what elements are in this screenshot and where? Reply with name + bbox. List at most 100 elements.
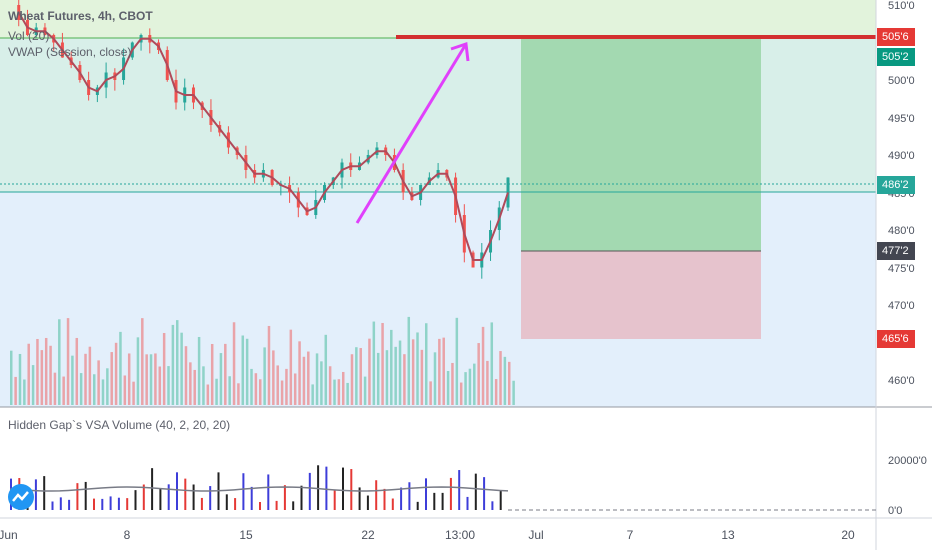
volume-bar <box>468 368 472 405</box>
time-tick: 7 <box>626 528 634 542</box>
volume-bar <box>477 343 480 405</box>
vsa-bar <box>358 487 361 510</box>
volume-bar <box>219 353 223 405</box>
volume-bar <box>154 353 157 405</box>
volume-bar <box>272 350 275 405</box>
vsa-bar <box>483 477 486 510</box>
volume-bar <box>411 339 415 405</box>
vsa-bar <box>234 498 237 510</box>
vsa-bar <box>259 501 261 510</box>
price-tick: 495'0 <box>888 113 915 125</box>
vsa-bar <box>317 465 320 510</box>
volume-bar <box>167 366 170 405</box>
vsa-bar <box>225 494 228 510</box>
indicator-legend[interactable]: Hidden Gap`s VSA Volume (40, 2, 20, 20) <box>8 418 231 432</box>
volume-bar <box>23 379 26 405</box>
volume-bar <box>416 332 419 405</box>
vsa-bar <box>192 484 195 510</box>
price-tick: 470'0 <box>888 300 915 312</box>
vsa-bar <box>466 496 469 510</box>
time-tick: Jun <box>0 528 18 542</box>
time-tick: 13 <box>721 528 735 542</box>
vsa-bar <box>101 498 104 510</box>
vsa-bar <box>151 468 154 510</box>
volume-bar <box>486 360 489 405</box>
trend-arrow[interactable] <box>355 43 468 224</box>
volume-bar <box>512 380 515 405</box>
take-profit-zone[interactable] <box>521 38 761 251</box>
volume-bar <box>228 376 231 405</box>
price-tick: 480'0 <box>888 225 915 237</box>
volume-bar <box>123 375 127 405</box>
volume-bar <box>10 350 13 405</box>
volume-bar <box>320 361 323 405</box>
volume-tick: 0'0 <box>888 505 903 517</box>
vsa-bar <box>499 490 502 510</box>
price-tick: 475'0 <box>888 263 915 275</box>
time-tick: 20 <box>841 528 855 542</box>
volume-bar <box>18 353 22 405</box>
vsa-bar <box>391 498 394 510</box>
volume-bar <box>342 371 345 405</box>
volume-bar <box>132 381 135 405</box>
volume-bar <box>394 346 397 405</box>
vsa-bar <box>308 472 311 510</box>
stop-loss-zone[interactable] <box>521 251 761 339</box>
volume-legend[interactable]: Vol (20) <box>8 29 50 43</box>
volume-bar <box>14 376 17 405</box>
symbol-title[interactable]: Wheat Futures, 4h, CBOT <box>8 9 153 23</box>
vsa-bar <box>76 483 79 510</box>
volume-bar <box>176 320 179 405</box>
volume-bar <box>298 341 301 405</box>
volume-bar <box>162 332 166 405</box>
volume-bar <box>280 380 284 405</box>
vsa-bar <box>59 497 62 510</box>
volume-bar <box>110 352 113 405</box>
volume-bar <box>263 347 266 405</box>
vsa-bar <box>425 478 427 510</box>
vsa-bar <box>292 501 295 510</box>
vsa-bar <box>142 484 145 510</box>
tradingview-logo-icon[interactable] <box>8 484 34 510</box>
volume-bar <box>346 382 349 405</box>
volume-bar <box>53 372 57 405</box>
volume-bar <box>158 366 162 405</box>
volume-bar <box>97 360 100 405</box>
vwap-legend[interactable]: VWAP (Session, close) <box>8 45 132 59</box>
volume-tick: 20000'0 <box>888 455 927 467</box>
time-tick: 13:00 <box>444 528 476 542</box>
volume-bar <box>189 362 192 405</box>
volume-bar <box>241 335 245 405</box>
volume-bar <box>36 338 39 405</box>
volume-bar <box>267 325 271 405</box>
vsa-bar <box>242 473 245 510</box>
vsa-bar <box>68 499 71 510</box>
volume-bar <box>206 384 210 405</box>
target-price-tag: 505'2 <box>877 48 915 66</box>
vsa-bar <box>342 467 344 510</box>
volume-bar <box>27 343 30 405</box>
last-price-tag: 486'2 <box>877 176 915 194</box>
vsa-bar <box>117 497 120 510</box>
resistance-price-tag: 505'6 <box>877 28 915 46</box>
volume-bar <box>114 342 118 405</box>
volume-bar <box>79 373 83 405</box>
volume-bar <box>363 376 367 405</box>
volume-bar <box>455 317 459 405</box>
volume-bar <box>425 323 428 405</box>
vsa-bar <box>34 479 37 510</box>
volume-bars <box>10 316 515 405</box>
volume-bar <box>381 322 384 405</box>
volume-bar <box>215 378 218 405</box>
price-tick: 460'0 <box>888 375 915 387</box>
volume-bar <box>84 353 87 405</box>
volume-bar <box>276 365 279 405</box>
vsa-bar <box>126 498 129 510</box>
volume-bar <box>40 350 44 405</box>
volume-bar <box>328 366 332 405</box>
vsa-bar <box>51 501 54 510</box>
volume-bar <box>93 374 96 405</box>
vsa-bar <box>167 484 170 510</box>
volume-bar <box>127 353 131 405</box>
